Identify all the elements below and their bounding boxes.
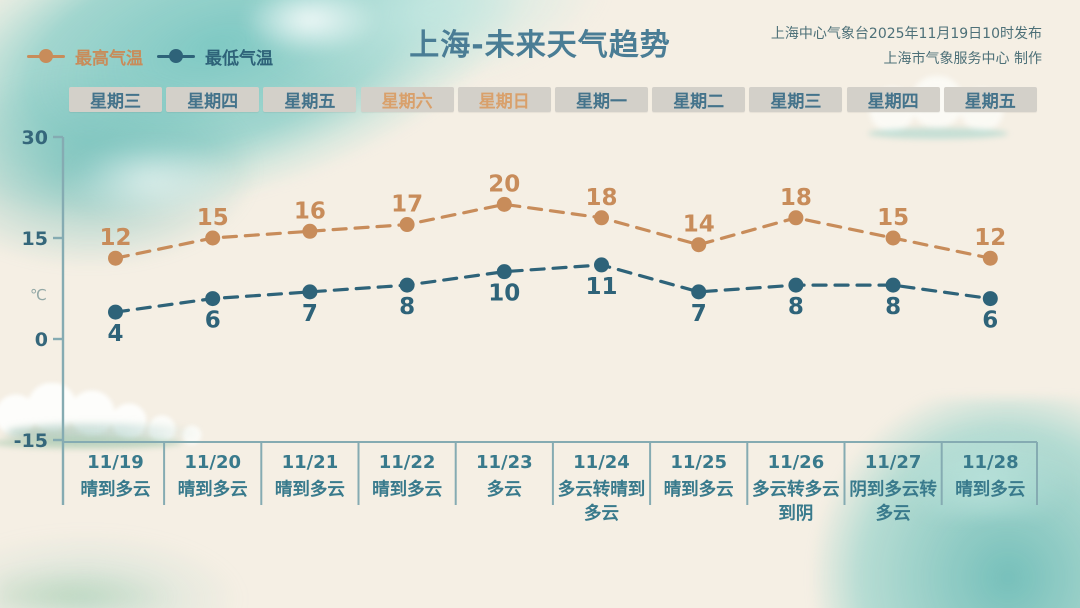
- high-temp-value-7: 18: [780, 185, 812, 211]
- y-tick-label-30: 30: [22, 127, 48, 149]
- publisher-info: 上海中心气象台2025年11月19日10时发布 上海市气象服务中心 制作: [771, 22, 1042, 72]
- low-temp-value-9: 6: [982, 308, 998, 334]
- producer-text: 上海市气象服务中心 制作: [883, 51, 1042, 67]
- date-label-9: 11/28: [962, 452, 1019, 473]
- date-label-8: 11/27: [865, 452, 922, 473]
- y-tick-label-0: 0: [35, 329, 48, 351]
- high-temp-dot-icon: [39, 49, 53, 63]
- y-tick-label--15: -15: [14, 430, 48, 452]
- low-temp-value-8: 8: [885, 294, 901, 320]
- low-temp-point-3: [399, 277, 415, 293]
- weekday-pill-5: 星期一: [555, 87, 648, 112]
- date-label-4: 11/23: [476, 452, 533, 473]
- weather-label-5: 多云转晴到: [558, 479, 646, 500]
- high-temp-point-7: [788, 210, 804, 226]
- low-temp-dot-icon: [169, 49, 183, 63]
- y-tick-label-15: 15: [22, 228, 48, 250]
- low-temp-value-4: 10: [488, 281, 520, 307]
- low-temp-value-7: 8: [788, 294, 804, 320]
- high-temp-line: [113, 202, 992, 260]
- weekday-pill-7: 星期三: [749, 87, 843, 112]
- weekday-pill-4: 星期日: [457, 87, 551, 112]
- high-temp-point-9: [982, 250, 998, 266]
- weekday-pill-1: 星期四: [166, 87, 260, 112]
- high-temp-point-0: [108, 250, 123, 266]
- high-temp-value-4: 20: [488, 171, 520, 197]
- date-label-3: 11/22: [379, 452, 436, 473]
- low-temp-point-2: [302, 284, 318, 300]
- high-temp-point-3: [399, 217, 415, 233]
- weekday-pill-6: 星期二: [652, 87, 746, 112]
- low-temp-value-6: 7: [691, 301, 707, 327]
- weather-label-7: 多云转多云: [752, 479, 840, 500]
- weather-label-0: 晴到多云: [81, 479, 151, 500]
- low-temp-value-1: 6: [205, 308, 221, 334]
- high-temp-point-1: [205, 230, 221, 246]
- weather-label-1: 晴到多云: [178, 479, 248, 500]
- high-temp-value-0: 12: [99, 225, 131, 251]
- low-temp-value-5: 11: [585, 274, 617, 300]
- y-axis-unit-label: ℃: [30, 286, 47, 304]
- low-temp-line-icon: [157, 49, 195, 63]
- high-temp-value-9: 12: [974, 225, 1006, 251]
- weekday-pill-0: 星期三: [69, 87, 162, 112]
- chart-legend: 最高气温 最低气温: [27, 44, 273, 69]
- high-temp-point-2: [302, 223, 318, 239]
- high-temp-point-6: [691, 237, 707, 253]
- low-temp-point-8: [885, 277, 901, 293]
- high-temp-value-1: 15: [197, 205, 229, 231]
- legend-item-high-temp: 最高气温: [27, 44, 143, 69]
- date-label-6: 11/25: [670, 452, 727, 473]
- weather-label-8-line2: 多云: [876, 503, 911, 524]
- weekday-pill-9: 星期五: [943, 87, 1037, 112]
- low-temp-point-0: [108, 304, 123, 320]
- weekday-pill-2: 星期五: [263, 87, 357, 112]
- high-temp-point-5: [594, 210, 609, 226]
- weather-label-5-line2: 多云: [584, 503, 619, 524]
- date-label-7: 11/26: [768, 452, 825, 473]
- low-temp-point-1: [205, 291, 221, 307]
- low-temp-point-7: [788, 277, 804, 293]
- date-label-5: 11/24: [573, 452, 630, 473]
- page-title: 上海-未来天气趋势: [409, 28, 671, 63]
- legend-label-high-temp: 最高气温: [75, 48, 143, 69]
- publish-time-text: 上海中心气象台2025年11月19日10时发布: [770, 26, 1042, 42]
- low-temp-value-3: 8: [399, 294, 415, 320]
- weather-label-6: 晴到多云: [664, 479, 734, 500]
- date-label-2: 11/21: [282, 452, 339, 473]
- weather-label-4: 多云: [487, 479, 522, 500]
- low-temp-point-4: [496, 264, 512, 280]
- high-temp-value-8: 15: [877, 205, 909, 231]
- high-temp-value-6: 14: [683, 212, 715, 238]
- weekday-pill-8: 星期四: [846, 87, 940, 112]
- low-temp-point-9: [982, 291, 998, 307]
- date-label-1: 11/20: [184, 452, 241, 473]
- high-temp-line-icon: [27, 49, 65, 63]
- high-temp-point-4: [496, 196, 512, 212]
- low-temp-value-2: 7: [302, 301, 318, 327]
- low-temp-point-6: [691, 284, 707, 300]
- low-temp-point-5: [594, 257, 609, 273]
- weather-label-2: 晴到多云: [275, 479, 345, 500]
- weather-label-9: 晴到多云: [955, 479, 1025, 500]
- weather-label-8: 阴到多云转: [849, 479, 937, 500]
- weekday-pill-3: 星期六: [360, 87, 454, 112]
- low-temp-line: [113, 263, 992, 314]
- high-temp-value-2: 16: [294, 198, 326, 224]
- weather-label-3: 晴到多云: [372, 479, 442, 500]
- high-temp-point-8: [885, 230, 901, 246]
- high-temp-value-3: 17: [391, 192, 423, 218]
- low-temp-value-0: 4: [107, 321, 123, 347]
- date-label-0: 11/19: [87, 452, 144, 473]
- high-temp-value-5: 18: [585, 185, 617, 211]
- legend-label-low-temp: 最低气温: [205, 48, 273, 69]
- weather-label-7-line2: 到阴: [778, 504, 813, 524]
- legend-item-low-temp: 最低气温: [157, 44, 273, 69]
